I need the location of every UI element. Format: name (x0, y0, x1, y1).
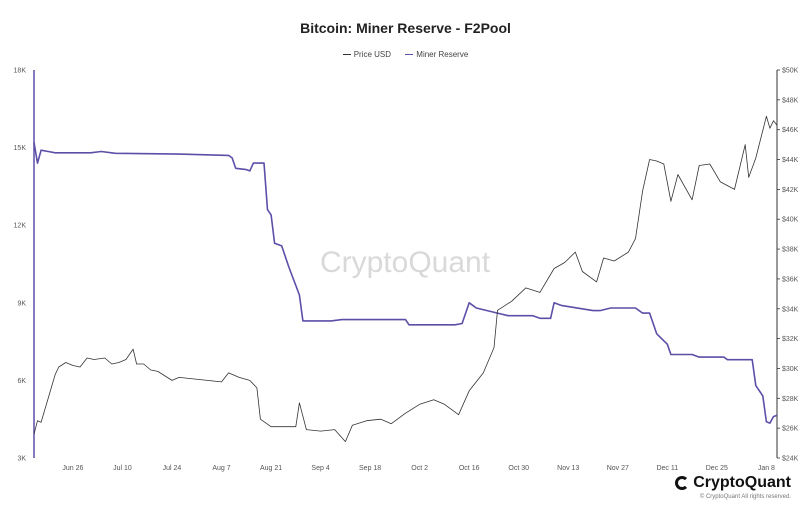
x-tick-label: Jan 8 (758, 465, 775, 472)
legend: Price USD Miner Reserve (0, 50, 811, 59)
legend-label-miner-reserve: Miner Reserve (416, 50, 469, 59)
y-right-tick-label: $48K (782, 97, 799, 104)
y-right-tick-label: $38K (782, 247, 799, 254)
x-tick-label: Oct 2 (411, 465, 428, 472)
y-left-tick-label: 15K (14, 145, 27, 152)
x-tick-label: Dec 11 (656, 465, 678, 472)
x-tick-label: Aug 7 (212, 465, 230, 472)
y-right-tick-label: $42K (782, 187, 799, 194)
legend-item-price[interactable]: Price USD (342, 50, 392, 59)
x-tick-label: Oct 30 (508, 465, 529, 472)
y-left-tick-label: 9K (17, 300, 26, 307)
y-right-tick-label: $30K (782, 366, 799, 373)
series-line-miner-reserve (33, 142, 778, 424)
y-right-tick-label: $40K (782, 217, 799, 224)
y-right-tick-label: $36K (782, 276, 799, 283)
series-line-price-usd (33, 115, 778, 443)
brand-name: CryptoQuant (693, 474, 791, 491)
x-tick-label: Nov 27 (607, 465, 629, 472)
y-left-tick-label: 18K (14, 68, 27, 75)
y-right-tick-label: $24K (782, 456, 799, 463)
brand-logo: CryptoQuant (675, 474, 791, 492)
x-tick-label: Jun 26 (62, 465, 83, 472)
y-right-tick-label: $50K (782, 68, 799, 75)
x-tick-label: Sep 18 (359, 465, 381, 472)
x-tick-label: Jul 10 (113, 465, 132, 472)
x-tick-label: Aug 21 (260, 465, 282, 472)
chart-title: Bitcoin: Miner Reserve - F2Pool (300, 20, 511, 36)
copyright-text: © CryptoQuant All rights reserved. (699, 494, 791, 500)
legend-swatch-price (342, 54, 351, 56)
cryptoquant-logo-icon (675, 476, 690, 490)
y-left-tick-label: 3K (17, 456, 26, 463)
y-right-tick-label: $34K (782, 306, 799, 313)
y-right-tick-label: $28K (782, 396, 799, 403)
x-tick-label: Nov 13 (557, 465, 579, 472)
legend-label-price: Price USD (353, 50, 392, 59)
x-tick-label: Sep 4 (311, 465, 329, 472)
legend-swatch-miner-reserve (405, 54, 414, 56)
legend-item-miner-reserve[interactable]: Miner Reserve (405, 50, 468, 59)
y-right-tick-label: $46K (782, 127, 799, 134)
y-right-tick-label: $44K (782, 157, 799, 164)
watermark-text: CryptoQuant (320, 246, 491, 279)
y-right-tick-label: $26K (782, 426, 799, 433)
x-tick-label: Oct 16 (459, 465, 480, 472)
y-left-tick-label: 6K (17, 378, 26, 385)
y-left-tick-label: 12K (14, 223, 27, 230)
x-tick-label: Dec 25 (706, 465, 728, 472)
x-tick-label: Jul 24 (163, 465, 182, 472)
y-right-tick-label: $32K (782, 336, 799, 343)
